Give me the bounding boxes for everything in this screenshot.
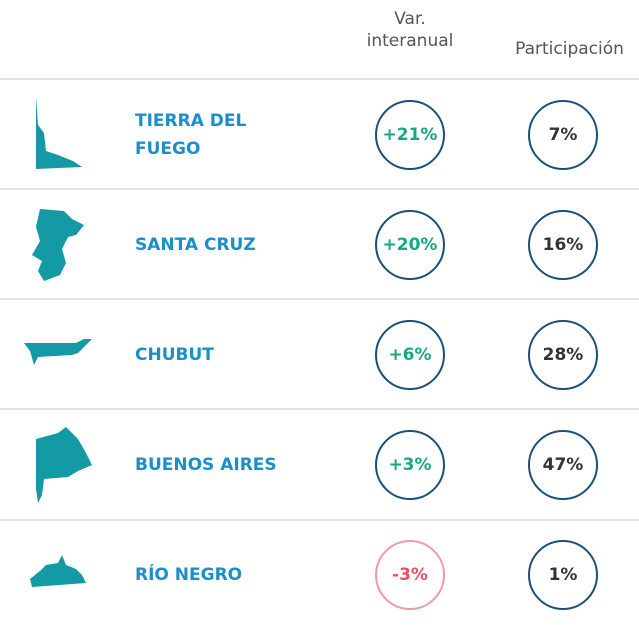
province-shape [24, 339, 92, 365]
table-row: SANTA CRUZ +20% 16% [0, 190, 639, 300]
var-badge: -3% [375, 540, 445, 610]
province-shape [30, 555, 86, 587]
table-row: RÍO NEGRO -3% 1% [0, 520, 639, 625]
province-map [36, 427, 92, 503]
participation-badge: 47% [528, 430, 598, 500]
var-badge: +20% [375, 210, 445, 280]
province-shape [36, 427, 92, 503]
province-name: CHUBUT [135, 345, 214, 365]
province-name: RÍO NEGRO [135, 565, 243, 585]
province-name: BUENOS AIRES [135, 455, 277, 475]
table-row: BUENOS AIRES +3% 47% [0, 410, 639, 520]
participation-badge: 7% [528, 100, 598, 170]
participation-badge: 16% [528, 210, 598, 280]
province-shape [32, 209, 84, 281]
province-map [32, 209, 84, 281]
var-badge: +6% [375, 320, 445, 390]
var-badge: +3% [375, 430, 445, 500]
participation-badge: 28% [528, 320, 598, 390]
province-name: TIERRA DEL FUEGO [135, 111, 247, 159]
header-participation: Participación [515, 39, 624, 59]
participation-badge: 1% [528, 540, 598, 610]
row-divider [0, 298, 639, 300]
row-divider [0, 78, 639, 80]
row-divider [0, 408, 639, 410]
province-name: SANTA CRUZ [135, 235, 256, 255]
row-divider [0, 188, 639, 190]
province-map [36, 97, 82, 169]
table-row: CHUBUT +6% 28% [0, 300, 639, 410]
province-map [30, 555, 86, 587]
table-row: TIERRA DEL FUEGO +21% 7% [0, 80, 639, 190]
header-var: Var. interanual [366, 9, 454, 51]
province-map [24, 339, 92, 365]
row-divider [0, 519, 639, 521]
province-shape [36, 97, 82, 169]
var-badge: +21% [375, 100, 445, 170]
